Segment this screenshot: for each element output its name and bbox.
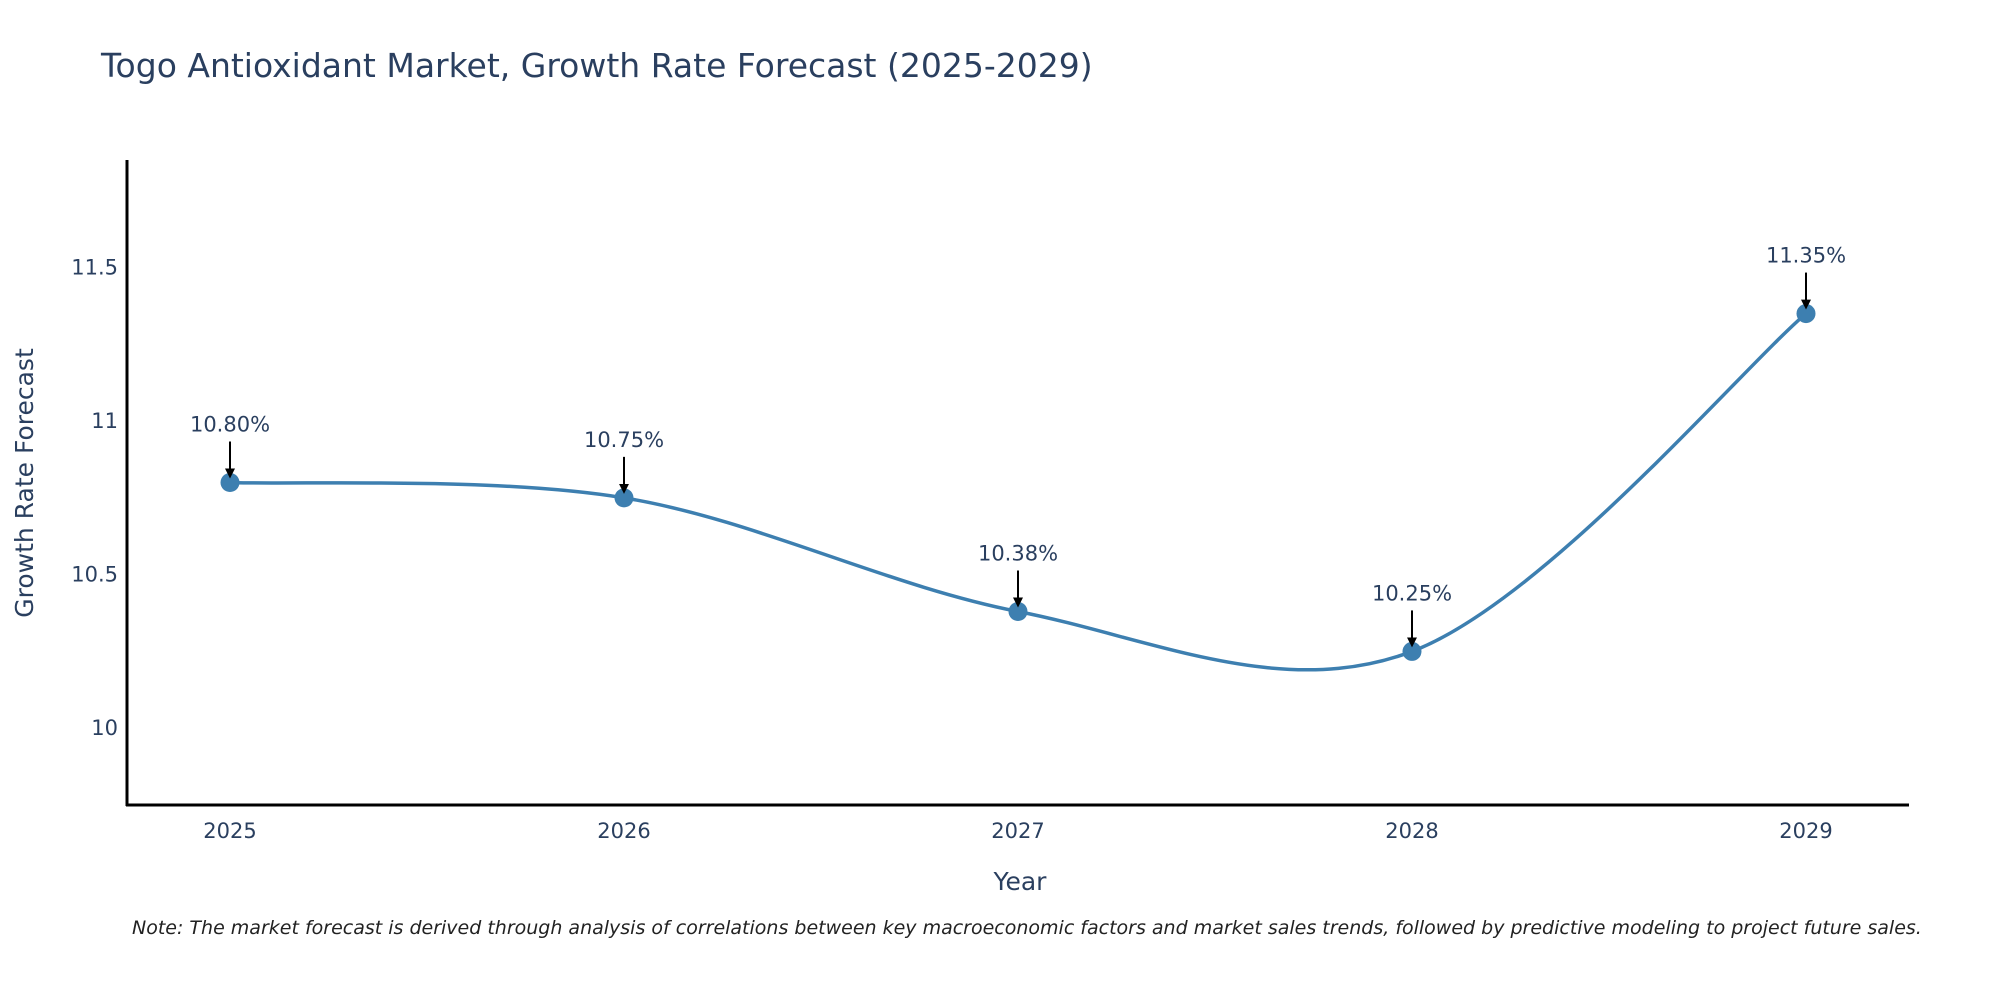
data-label: 10.25% <box>1372 581 1452 605</box>
data-label: 10.80% <box>190 413 270 437</box>
y-axis-title: Growth Rate Forecast <box>10 348 39 618</box>
series-line <box>229 312 1808 672</box>
data-point <box>220 473 240 492</box>
y-tick-label: 10 <box>91 716 118 740</box>
y-tick-label: 10.5 <box>71 563 118 587</box>
data-label: 10.75% <box>584 428 664 452</box>
x-tick-label: 2029 <box>1779 819 1832 843</box>
data-point <box>1008 602 1028 621</box>
x-tick-label: 2027 <box>991 819 1044 843</box>
data-label: 10.38% <box>978 542 1058 566</box>
x-tick-label: 2028 <box>1385 819 1438 843</box>
data-label: 11.35% <box>1766 244 1846 268</box>
x-tick-label: 2026 <box>597 819 650 843</box>
data-point <box>1796 304 1816 324</box>
y-tick-label: 11.5 <box>71 256 118 280</box>
x-tick-label: 2025 <box>203 819 256 843</box>
data-point <box>1402 641 1422 661</box>
data-point <box>614 488 634 508</box>
x-axis-title: Year <box>993 867 1048 896</box>
chart-note: Note: The market forecast is derived thr… <box>132 917 1922 939</box>
y-tick-label: 11 <box>91 409 118 433</box>
chart-title: Togo Antioxidant Market, Growth Rate For… <box>101 46 1093 85</box>
